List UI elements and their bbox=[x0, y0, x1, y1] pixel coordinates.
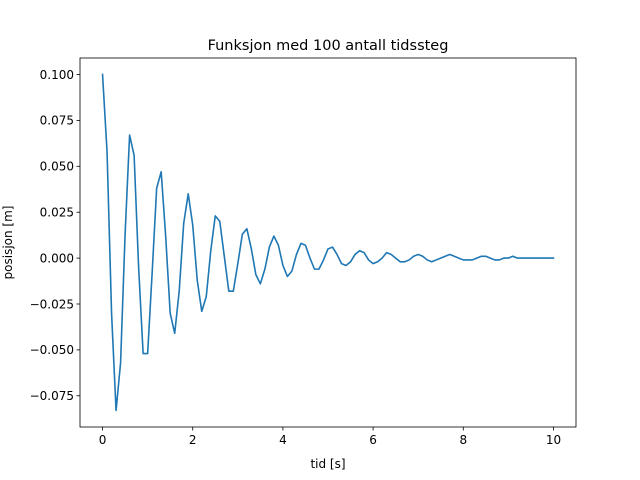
x-axis-label: tid [s] bbox=[310, 457, 345, 471]
y-tick-label: 0.050 bbox=[40, 160, 74, 174]
x-tick-label: 6 bbox=[369, 433, 377, 447]
axes-frame bbox=[79, 57, 577, 428]
y-axis-label: posisjon [m] bbox=[1, 206, 15, 280]
y-tick-label: 0.075 bbox=[40, 114, 74, 128]
x-tick-label: 10 bbox=[546, 433, 561, 447]
y-tick-label: 0.100 bbox=[40, 68, 74, 82]
y-axis: 0.100 0.075 0.050 0.025 0.000 −0.025 −0.050 −0.… bbox=[30, 68, 80, 403]
plot-area bbox=[101, 73, 555, 412]
y-tick-label: 0.000 bbox=[40, 251, 74, 265]
x-tick-label: 8 bbox=[459, 433, 467, 447]
x-axis: 0 2 4 6 8 10 bbox=[99, 427, 561, 447]
x-tick-label: 4 bbox=[279, 433, 287, 447]
y-tick-label: −0.075 bbox=[30, 389, 74, 403]
x-tick-label: 2 bbox=[189, 433, 197, 447]
chart-title: Funksjon med 100 antall tidssteg bbox=[208, 38, 449, 54]
series-line bbox=[101, 73, 555, 412]
x-tick-label: 0 bbox=[99, 433, 107, 447]
y-tick-label: −0.025 bbox=[30, 297, 74, 311]
y-tick-label: 0.025 bbox=[40, 206, 74, 220]
y-tick-label: −0.050 bbox=[30, 343, 74, 357]
